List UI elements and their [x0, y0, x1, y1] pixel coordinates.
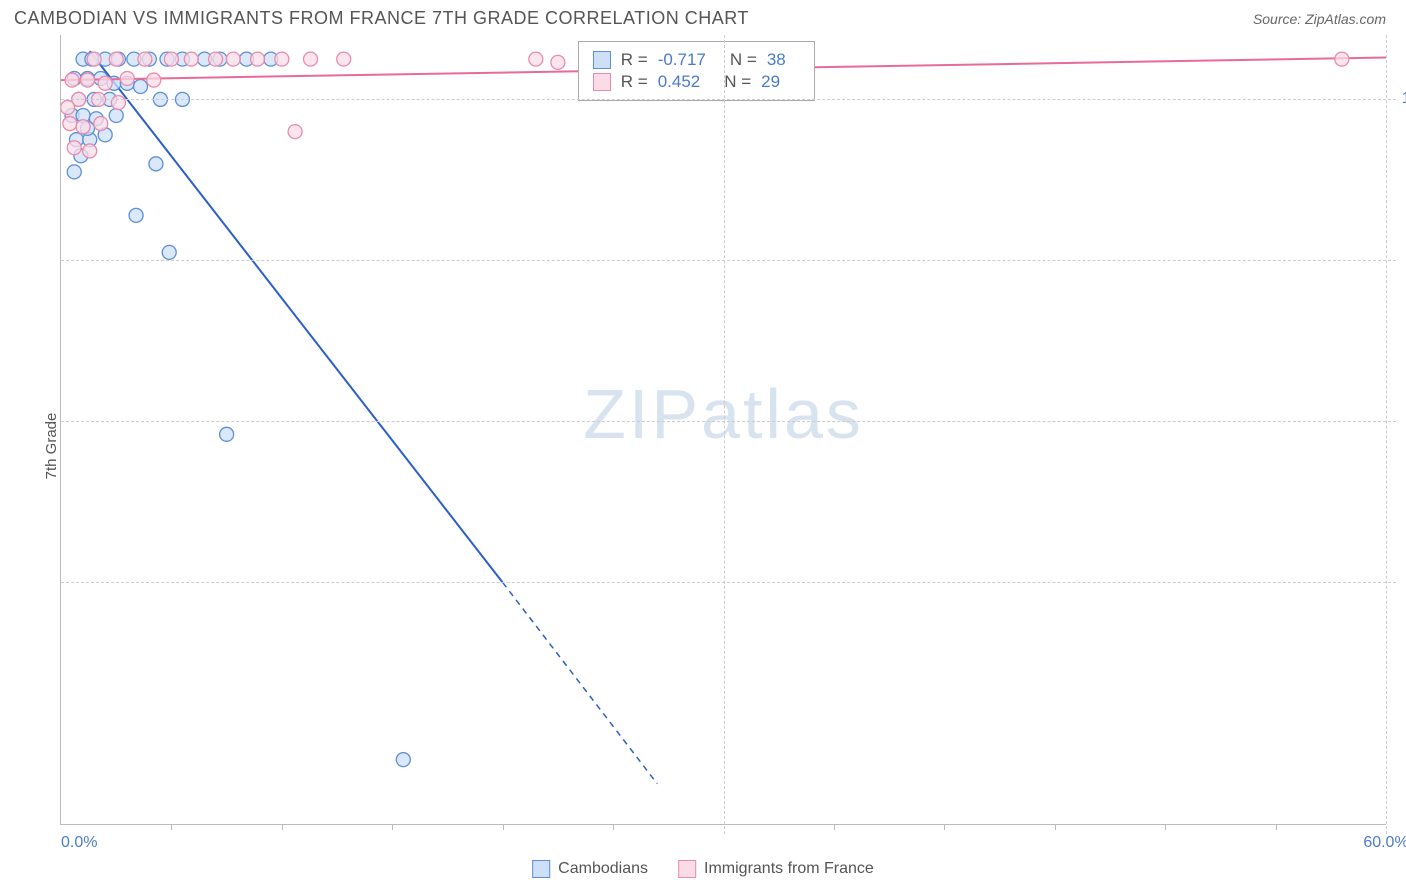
grid-line-h: [61, 582, 1396, 583]
x-minor-tick: [282, 824, 283, 830]
stats-r-label: R =: [621, 72, 648, 92]
y-tick-label: 100.0%: [1402, 90, 1406, 108]
data-point: [83, 144, 97, 158]
stats-box: R = -0.717 N = 38 R = 0.452 N = 29: [578, 41, 815, 101]
header: CAMBODIAN VS IMMIGRANTS FROM FRANCE 7TH …: [0, 0, 1406, 35]
legend-swatch: [678, 860, 696, 878]
chart-title: CAMBODIAN VS IMMIGRANTS FROM FRANCE 7TH …: [14, 8, 749, 29]
data-point: [120, 71, 134, 85]
grid-line-h: [61, 99, 1396, 100]
source-attribution: Source: ZipAtlas.com: [1253, 11, 1386, 27]
data-point: [337, 52, 351, 66]
x-minor-tick: [834, 824, 835, 830]
grid-line-v: [1386, 35, 1387, 834]
data-point: [129, 208, 143, 222]
x-minor-tick: [1055, 824, 1056, 830]
x-minor-tick: [1165, 824, 1166, 830]
x-tick-label: 60.0%: [1363, 834, 1406, 852]
data-point: [109, 52, 123, 66]
stats-n-label: N =: [730, 50, 757, 70]
grid-line-h: [61, 260, 1396, 261]
data-point: [304, 52, 318, 66]
data-point: [61, 100, 75, 114]
x-minor-tick: [392, 824, 393, 830]
data-point: [288, 125, 302, 139]
data-point: [98, 76, 112, 90]
data-point: [149, 157, 163, 171]
data-point: [226, 52, 240, 66]
data-point: [529, 52, 543, 66]
data-point: [81, 73, 95, 87]
chart-area: ZIPatlas R = -0.717N = 38R = 0.452N = 29…: [60, 35, 1386, 825]
stats-r-value: 0.452: [658, 72, 701, 92]
legend-label: Immigrants from France: [704, 860, 874, 878]
stats-swatch: [593, 73, 611, 91]
data-point: [396, 753, 410, 767]
x-minor-tick: [503, 824, 504, 830]
data-point: [111, 96, 125, 110]
data-point: [551, 55, 565, 69]
data-point: [76, 120, 90, 134]
stats-row: R = 0.452 N = 29: [593, 72, 800, 92]
legend-swatch: [532, 860, 550, 878]
data-point: [164, 52, 178, 66]
data-point: [65, 73, 79, 87]
y-axis-label: 7th Grade: [43, 413, 60, 480]
data-point: [220, 427, 234, 441]
stats-row: R = -0.717 N = 38: [593, 50, 800, 70]
x-minor-tick: [1276, 824, 1277, 830]
stats-n-value: 29: [761, 72, 780, 92]
x-minor-tick: [613, 824, 614, 830]
x-tick-label: 0.0%: [61, 834, 97, 852]
data-point: [87, 52, 101, 66]
x-minor-tick: [171, 824, 172, 830]
regression-line-dashed: [503, 582, 658, 783]
data-point: [67, 141, 81, 155]
x-minor-tick: [944, 824, 945, 830]
stats-r-value: -0.717: [658, 50, 706, 70]
data-point: [63, 117, 77, 131]
data-point: [138, 52, 152, 66]
grid-line-v: [724, 35, 725, 834]
data-point: [147, 73, 161, 87]
data-point: [209, 52, 223, 66]
stats-n-value: 38: [767, 50, 786, 70]
data-point: [1335, 52, 1349, 66]
data-point: [162, 245, 176, 259]
legend-item: Immigrants from France: [678, 860, 874, 878]
stats-n-label: N =: [724, 72, 751, 92]
data-point: [109, 109, 123, 123]
data-point: [67, 165, 81, 179]
data-point: [275, 52, 289, 66]
data-point: [134, 80, 148, 94]
grid-line-h: [61, 421, 1396, 422]
stats-r-label: R =: [621, 50, 648, 70]
bottom-legend: Cambodians Immigrants from France: [532, 860, 874, 878]
stats-swatch: [593, 51, 611, 69]
legend-item: Cambodians: [532, 860, 648, 878]
legend-label: Cambodians: [558, 860, 648, 878]
data-point: [184, 52, 198, 66]
data-point: [251, 52, 265, 66]
data-point: [94, 117, 108, 131]
